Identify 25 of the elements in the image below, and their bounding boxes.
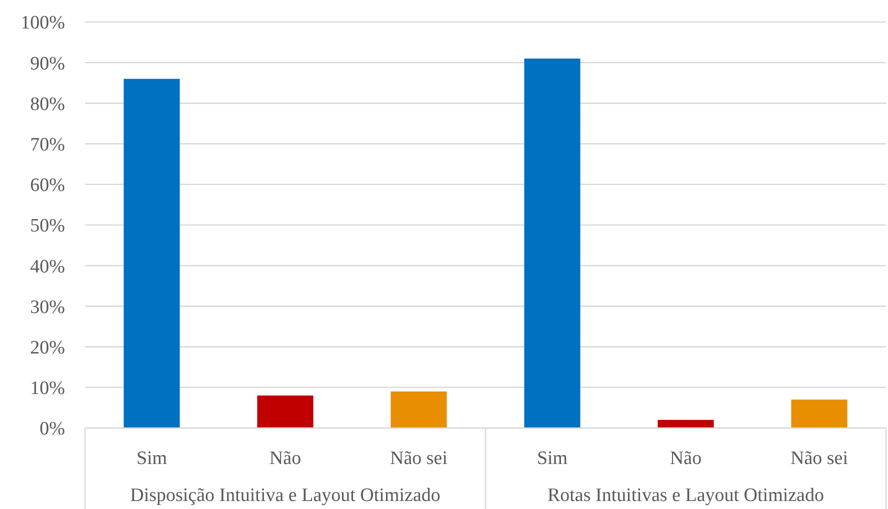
bar xyxy=(257,396,314,428)
x-tick-label: Sim xyxy=(536,448,568,469)
y-tick-label: 80% xyxy=(30,94,66,115)
y-tick-label: 100% xyxy=(20,12,66,34)
bar xyxy=(390,391,447,428)
bar xyxy=(124,78,180,428)
y-tick-label: 70% xyxy=(30,134,66,156)
x-tick-label: Não sei xyxy=(390,448,448,469)
y-tick-label: 90% xyxy=(30,53,66,74)
y-tick-label: 30% xyxy=(30,296,66,318)
bar xyxy=(524,58,580,428)
text: Disposição Intuitiva e Layout Otimizado xyxy=(130,485,440,506)
y-tick-label: 60% xyxy=(30,175,66,196)
x-tick-label: Não xyxy=(269,448,302,469)
y-tick-label: 50% xyxy=(30,216,66,237)
x-tick-label: Não xyxy=(670,448,702,469)
y-tick-label: 40% xyxy=(30,256,66,278)
bar xyxy=(658,420,714,428)
bar xyxy=(791,400,848,428)
text: Rotas Intuitivas e Layout Otimizado xyxy=(547,485,824,506)
y-tick-label: 20% xyxy=(30,337,66,358)
y-tick-label: 10% xyxy=(30,378,66,400)
x-tick-label: Não sei xyxy=(790,448,848,469)
x-tick-label: Sim xyxy=(136,448,168,469)
y-tick-label: 0% xyxy=(40,418,66,440)
